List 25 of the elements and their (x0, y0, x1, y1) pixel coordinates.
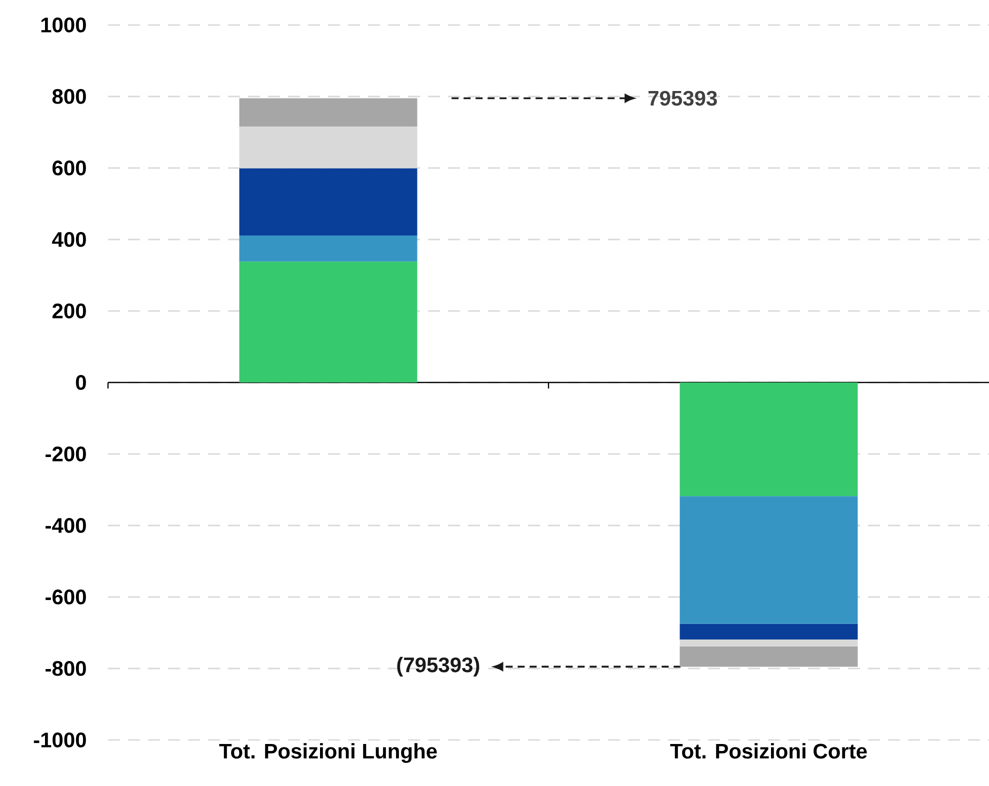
y-tick-label: 400 (52, 232, 86, 247)
y-tick-label: -600 (46, 590, 86, 604)
bar (680, 496, 858, 624)
annotation: 795393 (648, 90, 717, 106)
y-tick-label: 0 (76, 375, 86, 390)
bar (680, 624, 858, 640)
bar (680, 640, 858, 646)
y-tick-label: 600 (52, 160, 86, 176)
y-tick-label: -200 (46, 446, 86, 462)
y-tick-label: -400 (46, 518, 86, 533)
bar (239, 236, 418, 262)
y-tick-label: -1000 (34, 732, 86, 748)
bar (239, 262, 418, 382)
annotation: (795393) (397, 656, 480, 676)
bar (239, 98, 418, 127)
y-tick-label: 1000 (41, 18, 86, 32)
x-tick-label: Tot. Posizioni Corte (670, 743, 867, 759)
x-tick-label: Tot. Posizioni Lunghe (219, 743, 437, 763)
bar (239, 168, 418, 236)
bar (680, 382, 858, 496)
y-tick-label: 200 (52, 304, 86, 318)
y-tick-label: -800 (46, 661, 86, 676)
bar (239, 126, 418, 168)
bar (680, 646, 858, 667)
y-tick-label: 800 (52, 89, 86, 104)
